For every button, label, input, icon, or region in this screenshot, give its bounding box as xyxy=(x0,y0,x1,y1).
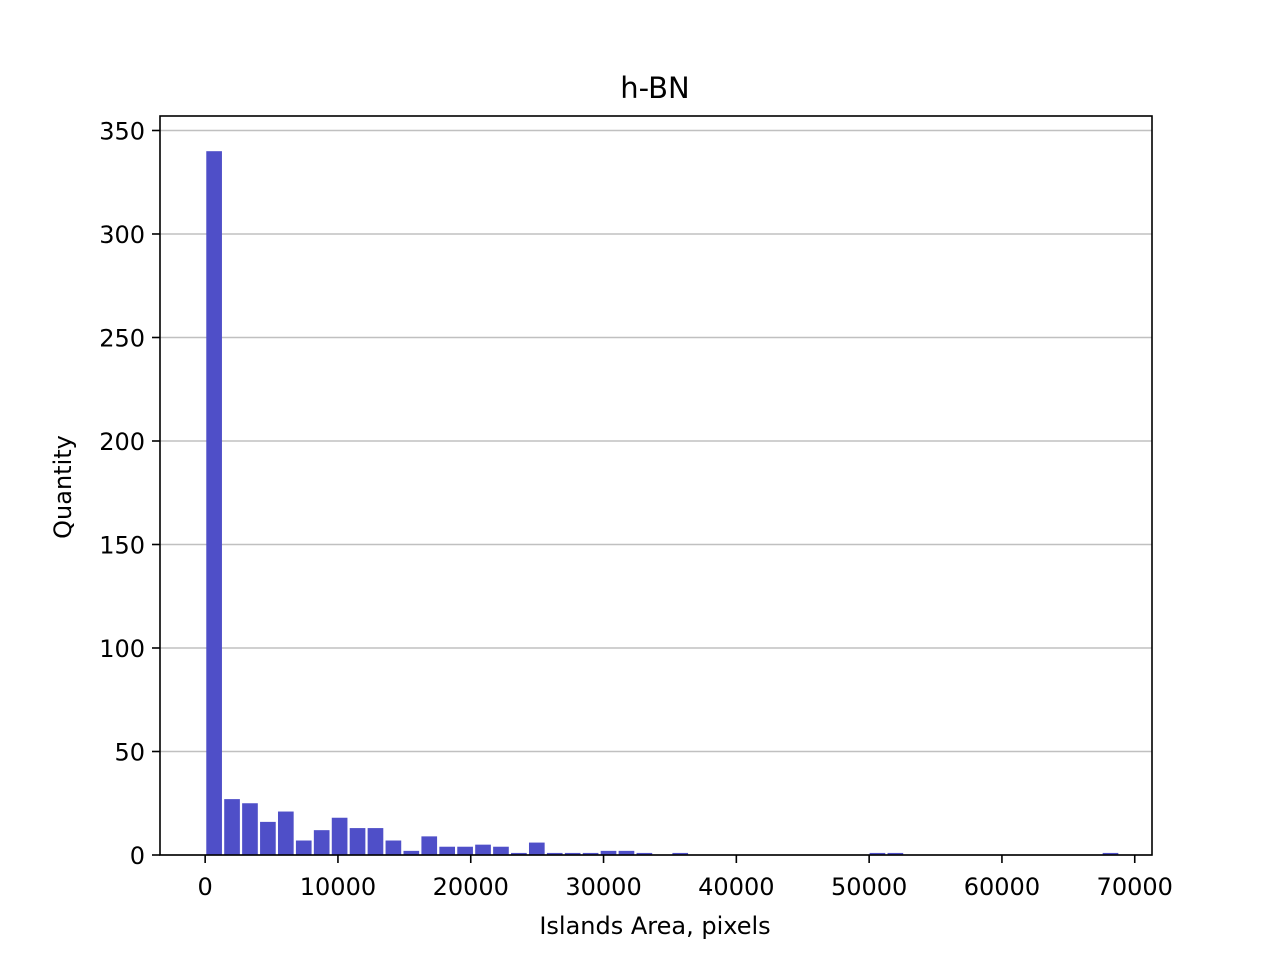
histogram-bar xyxy=(277,811,294,855)
histogram-bar xyxy=(636,852,653,855)
y-tick-label: 350 xyxy=(99,117,145,145)
histogram-bar xyxy=(475,844,491,855)
x-tick-label: 70000 xyxy=(1097,873,1173,901)
histogram-bar xyxy=(618,850,635,855)
histogram-bar xyxy=(457,846,473,855)
histogram-bar xyxy=(313,830,330,855)
x-tick-label: 20000 xyxy=(433,873,509,901)
x-axis-ticks: 0 10000 20000 30000 40000 50000 60000 70000 xyxy=(198,855,1173,901)
y-tick-label: 200 xyxy=(99,428,145,456)
y-tick-label: 150 xyxy=(99,531,145,559)
y-tick-label: 250 xyxy=(99,324,145,352)
y-axis-ticks: 0 50 100 150 200 250 300 350 xyxy=(99,117,160,870)
x-tick-label: 10000 xyxy=(300,873,376,901)
y-tick-label: 0 xyxy=(130,842,145,870)
y-axis-label: Quantity xyxy=(49,435,77,539)
histogram-bar xyxy=(367,828,384,855)
histogram-bar xyxy=(600,850,617,855)
histogram-bar xyxy=(385,840,402,855)
histogram-bar xyxy=(421,836,438,855)
x-tick-label: 30000 xyxy=(565,873,641,901)
x-tick-label: 0 xyxy=(198,873,213,901)
histogram-bar xyxy=(224,799,240,855)
histogram-bar xyxy=(546,852,563,855)
histogram-bar xyxy=(672,852,689,855)
histogram-bars xyxy=(206,151,1119,855)
histogram-bar xyxy=(493,846,509,855)
histogram-bar xyxy=(1102,852,1119,855)
histogram-bar xyxy=(869,852,886,855)
histogram-bar xyxy=(528,842,545,855)
y-tick-label: 100 xyxy=(99,635,145,663)
histogram-bar xyxy=(887,852,904,855)
x-tick-label: 50000 xyxy=(831,873,907,901)
histogram-bar xyxy=(242,803,258,855)
x-tick-label: 40000 xyxy=(698,873,774,901)
y-tick-label: 50 xyxy=(114,738,145,766)
histogram-bar xyxy=(295,840,312,855)
histogram-bar xyxy=(260,821,276,855)
plot-frame xyxy=(159,115,1153,856)
y-tick-label: 300 xyxy=(99,221,145,249)
chart-title: h-BN xyxy=(620,71,689,105)
histogram-bar xyxy=(564,852,581,855)
x-axis-label: Islands Area, pixels xyxy=(539,912,770,940)
histogram-bar xyxy=(403,850,420,855)
histogram-bar xyxy=(206,151,222,855)
histogram-bar xyxy=(349,828,366,855)
histogram-bar xyxy=(439,846,456,855)
y-gridlines xyxy=(160,129,1152,856)
x-tick-label: 60000 xyxy=(964,873,1040,901)
histogram-bar xyxy=(511,852,527,855)
histogram-bar xyxy=(331,817,348,855)
histogram-bar xyxy=(582,852,599,855)
